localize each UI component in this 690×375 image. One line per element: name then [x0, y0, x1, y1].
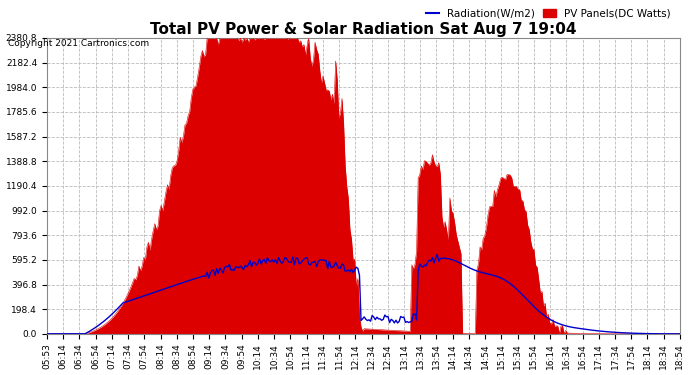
Title: Total PV Power & Solar Radiation Sat Aug 7 19:04: Total PV Power & Solar Radiation Sat Aug…: [150, 22, 577, 37]
Legend: Radiation(W/m2), PV Panels(DC Watts): Radiation(W/m2), PV Panels(DC Watts): [422, 4, 675, 23]
Text: Copyright 2021 Cartronics.com: Copyright 2021 Cartronics.com: [8, 39, 150, 48]
